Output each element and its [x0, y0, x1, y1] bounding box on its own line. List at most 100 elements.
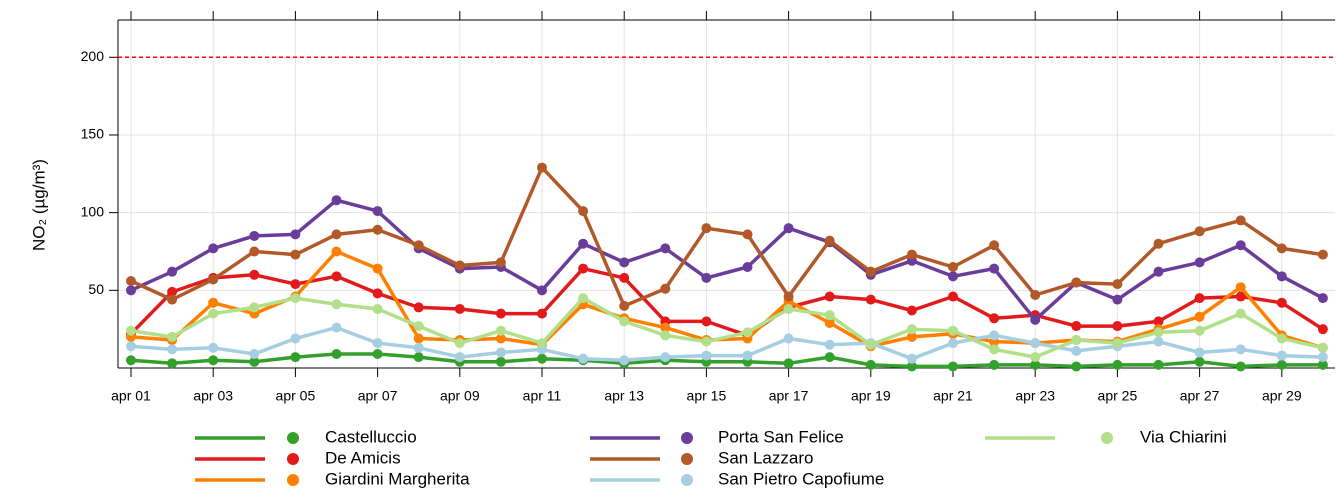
data-point: [331, 195, 342, 206]
data-point: [865, 339, 876, 350]
data-point: [619, 257, 630, 268]
data-point: [865, 294, 876, 305]
data-point: [331, 299, 342, 310]
x-tick-label: apr 11: [523, 388, 562, 404]
data-point: [331, 271, 342, 282]
data-point: [783, 223, 794, 234]
series-line: [130, 198, 1324, 322]
data-point: [331, 246, 342, 257]
data-point: [1276, 243, 1287, 254]
data-point: [413, 240, 424, 251]
data-point: [824, 339, 835, 350]
data-point: [249, 302, 260, 313]
data-point: [989, 359, 1000, 370]
data-point: [989, 313, 1000, 324]
data-point: [906, 331, 917, 342]
data-point: [126, 341, 136, 352]
data-point: [619, 272, 630, 283]
data-point: [537, 353, 547, 364]
x-tick-label: apr 21: [933, 388, 973, 404]
data-point: [495, 333, 506, 344]
data-point: [167, 331, 178, 342]
data-point: [1194, 356, 1205, 367]
data-point: [331, 349, 342, 360]
data-point: [948, 338, 958, 349]
data-point: [126, 325, 136, 336]
data-point: [619, 355, 630, 366]
legend-dot: [287, 432, 299, 444]
data-point: [1194, 257, 1205, 268]
data-point: [290, 229, 301, 240]
data-point: [1276, 297, 1287, 308]
data-point: [1317, 249, 1328, 260]
legend-dot: [681, 432, 693, 444]
data-point: [906, 353, 917, 364]
data-point: [290, 279, 301, 290]
data-point: [578, 293, 589, 304]
data-point: [1030, 289, 1041, 300]
data-point: [413, 333, 424, 344]
data-point: [1030, 352, 1041, 363]
data-point: [372, 338, 383, 349]
data-point: [372, 349, 383, 360]
data-point: [1153, 336, 1164, 347]
data-point: [1071, 335, 1082, 346]
legend-label: Castelluccio: [325, 427, 417, 446]
y-tick-label: 100: [81, 203, 105, 219]
data-point: [249, 230, 260, 241]
legend-label: De Amicis: [325, 448, 401, 467]
data-point: [372, 263, 383, 274]
data-point: [1194, 347, 1205, 358]
data-point: [495, 325, 506, 336]
data-point: [1112, 321, 1123, 332]
data-point: [948, 291, 958, 302]
data-point: [1153, 316, 1164, 327]
data-point: [619, 316, 630, 327]
data-point: [1317, 342, 1328, 353]
data-point: [660, 322, 671, 333]
data-point: [742, 262, 753, 273]
data-point: [701, 350, 712, 361]
data-point: [1194, 325, 1205, 336]
x-tick-label: apr 03: [193, 388, 233, 404]
data-point: [701, 223, 712, 234]
data-point: [1194, 293, 1205, 304]
data-point: [906, 361, 917, 372]
data-point: [208, 342, 219, 353]
data-point: [454, 338, 465, 349]
data-point: [249, 356, 260, 367]
x-tick-label: apr 19: [851, 388, 891, 404]
data-point: [537, 308, 547, 319]
data-point: [948, 361, 958, 372]
data-point: [126, 285, 136, 296]
data-point: [126, 276, 136, 286]
x-tick-label: apr 09: [440, 388, 480, 404]
y-tick-label: 150: [81, 126, 105, 142]
data-point: [824, 310, 835, 321]
legend-label: Giardini Margherita: [325, 469, 470, 488]
data-point: [1071, 345, 1082, 356]
data-point: [660, 330, 671, 341]
data-point: [495, 257, 506, 268]
data-point: [126, 355, 136, 366]
data-point: [1276, 271, 1287, 282]
data-point: [989, 344, 1000, 355]
data-point: [1153, 359, 1164, 370]
data-point: [167, 286, 178, 297]
data-point: [948, 262, 958, 273]
data-point: [537, 162, 547, 173]
data-point: [167, 294, 178, 305]
data-point: [290, 249, 301, 260]
data-point: [372, 303, 383, 314]
data-point: [167, 358, 178, 369]
data-point: [824, 352, 835, 363]
data-point: [372, 224, 383, 235]
data-point: [1153, 327, 1164, 338]
series-line: [129, 266, 1324, 338]
data-point: [249, 349, 260, 360]
x-tick-label: apr 25: [1098, 388, 1138, 404]
data-point: [208, 355, 219, 366]
data-point: [1276, 333, 1287, 344]
data-point: [1030, 359, 1041, 370]
data-point: [290, 352, 301, 363]
